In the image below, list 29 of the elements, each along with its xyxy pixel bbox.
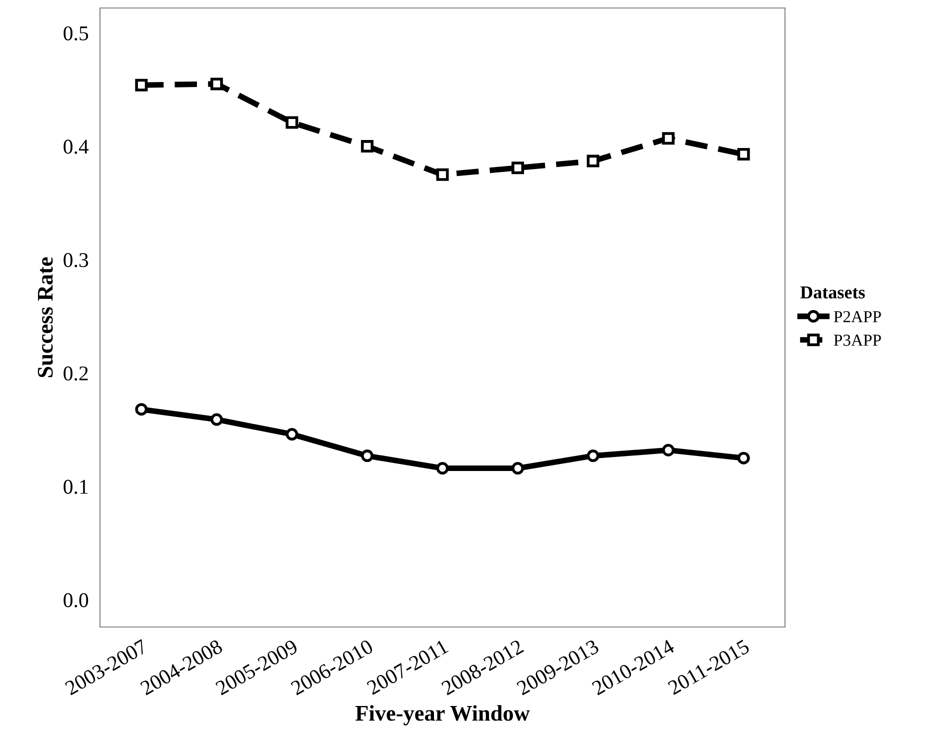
point: [512, 462, 524, 475]
y-tick-label: 0.4: [64, 140, 89, 154]
point: [737, 452, 750, 464]
y-tick-label: 0.0: [64, 593, 88, 608]
point: [512, 162, 524, 174]
y-tick-label: 0.2: [64, 366, 88, 381]
point: [360, 140, 374, 153]
point: [286, 116, 298, 129]
point: [586, 154, 600, 168]
legend-label: P3APP: [834, 334, 881, 346]
point: [436, 168, 449, 181]
y-tick-label: 0.3: [64, 253, 88, 268]
x-axis-title: Five-year Window: [356, 705, 530, 726]
legend-title: Datasets: [800, 286, 865, 298]
y-tick-label: 0.5: [64, 26, 88, 40]
point: [586, 450, 600, 462]
legend-label: P2APP: [834, 311, 881, 322]
point: [286, 428, 298, 441]
point: [210, 78, 223, 90]
point: [135, 403, 148, 416]
point: [210, 413, 223, 426]
point: [135, 78, 148, 92]
y-axis-title: Success Rate: [38, 257, 53, 378]
point: [436, 462, 449, 475]
point: [662, 444, 675, 456]
point: [360, 450, 374, 462]
y-tick-label: 0.1: [64, 480, 88, 494]
point: [737, 148, 750, 160]
point: [662, 132, 675, 145]
